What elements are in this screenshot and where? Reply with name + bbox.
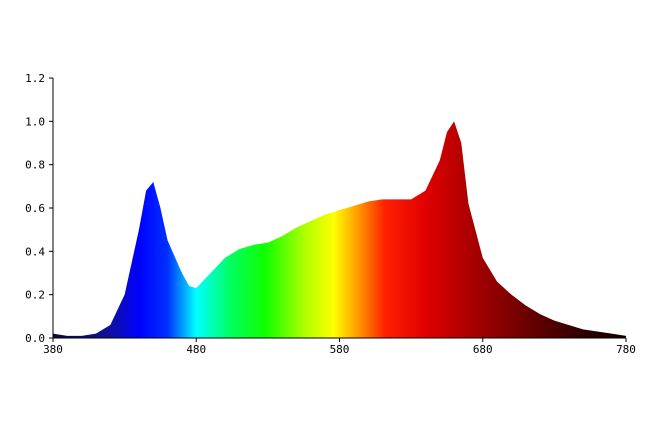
y-tick-label: 0.2 — [25, 289, 45, 302]
y-tick-label: 1.2 — [25, 72, 45, 85]
y-tick-label: 1.0 — [25, 115, 45, 128]
x-tick-label: 480 — [186, 343, 206, 356]
y-tick-label: 0.8 — [25, 159, 45, 172]
plot: 0.0 0.2 0.4 0.6 0.8 1.0 1.2 380 480 580 680 780 — [25, 72, 636, 356]
spectrum-area — [53, 121, 626, 338]
x-tick-label: 380 — [43, 343, 63, 356]
y-tick-label: 0.4 — [25, 245, 45, 258]
y-tick-label: 0.0 — [25, 332, 45, 345]
x-tick-label: 780 — [616, 343, 636, 356]
y-tick-label: 0.6 — [25, 202, 45, 215]
x-tick-label: 580 — [330, 343, 350, 356]
x-tick-label: 680 — [473, 343, 493, 356]
